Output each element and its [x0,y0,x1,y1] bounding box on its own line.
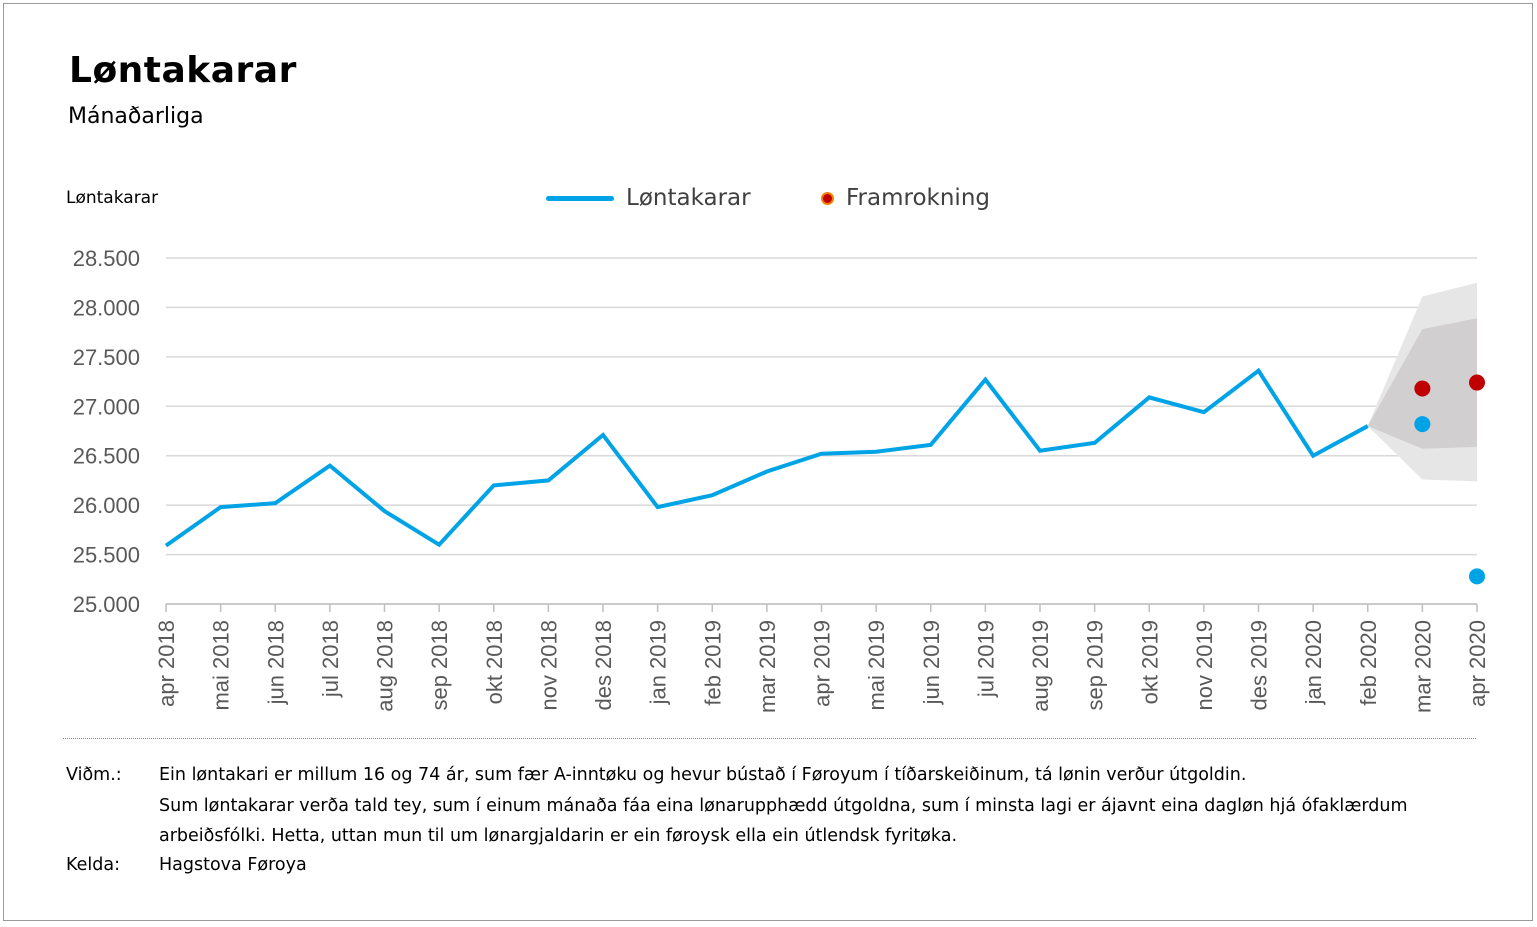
x-tick-label: mai 2018 [209,620,234,711]
legend-label: Løntakarar [626,185,751,211]
divider [63,738,1476,739]
x-tick-label: okt 2019 [1137,620,1162,704]
legend-dot-swatch [821,191,834,205]
x-tick-label: des 2018 [591,620,616,711]
x-tick-label: okt 2018 [482,620,507,704]
x-tick-label: mai 2019 [864,620,889,711]
legend-item-lontakarar: Løntakarar [546,185,751,211]
chart-frame [3,3,1533,921]
y-tick-label: 25.000 [73,592,140,617]
x-tick-label: mar 2019 [755,620,780,713]
chart-plot: 25.000 25.500 26.000 26.500 27.000 27.500 28.0… [73,246,1490,713]
x-tick-label: apr 2020 [1465,620,1490,707]
notes-label: Viðm.: [66,765,122,785]
y-tick-label: 27.000 [73,394,140,419]
data-point-framrokning [1469,374,1485,391]
x-tick-label: apr 2019 [810,620,835,707]
series-line-lontakarar [164,367,1369,548]
y-tick-label: 26.000 [73,493,140,518]
note-line: Ein løntakari er millum 16 og 74 ár, sum… [159,765,1247,785]
chart-title: Løntakarar [69,50,297,91]
x-tick-label: des 2019 [1247,620,1272,711]
x-tick-label: feb 2019 [700,620,725,706]
source-label: Kelda: [66,855,120,875]
data-point-lontakarar [1469,568,1485,585]
x-tick-label: nov 2019 [1192,620,1217,711]
x-tick-label: jun 2018 [263,620,288,705]
x-tick-label: jul 2018 [318,620,343,698]
legend-label: Framrokning [846,185,990,211]
x-tick-label: jan 2019 [646,620,671,705]
data-point-lontakarar [1414,416,1431,433]
data-point-framrokning [1414,380,1431,397]
x-tick-label: aug 2018 [373,620,398,712]
x-tick-label: sep 2018 [427,620,452,711]
note-line: arbeiðsfólki. Hetta, uttan mun til um lø… [159,826,958,846]
x-tick-label: jun 2019 [919,620,944,705]
x-tick-label: jan 2020 [1301,620,1326,705]
y-tick-label: 28.500 [73,246,140,271]
source-value: Hagstova Føroya [159,855,307,875]
x-tick-label: feb 2020 [1356,620,1381,706]
x-tick-label: sep 2019 [1083,620,1108,711]
y-tick-label: 27.500 [73,345,140,370]
legend-line-swatch [546,195,614,201]
note-line: Sum løntakarar verða tald tey, sum í ein… [159,796,1408,816]
x-tick-label: aug 2019 [1028,620,1053,712]
legend-item-framrokning: Framrokning [821,185,990,211]
x-tick-label: mar 2020 [1410,620,1435,713]
x-tick-label: nov 2018 [536,620,561,711]
y-tick-label: 26.500 [73,444,140,469]
y-tick-label: 25.500 [73,543,140,568]
chart-subtitle: Mánaðarliga [68,104,204,129]
x-tick-label: jul 2019 [973,620,998,698]
x-tick-label: apr 2018 [154,620,179,707]
y-tick-label: 28.000 [73,295,140,320]
y-axis-label: Løntakarar [66,188,159,208]
